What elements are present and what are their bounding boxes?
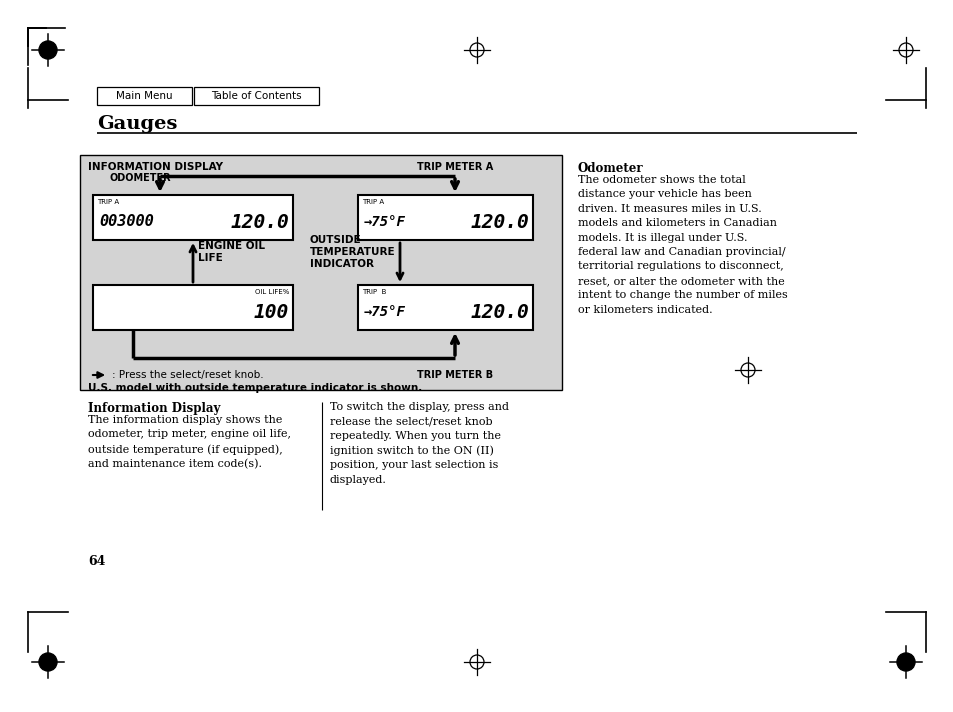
Bar <box>97 87 192 105</box>
Bar <box>193 87 318 105</box>
Text: Table of Contents: Table of Contents <box>211 91 301 101</box>
Bar <box>80 155 561 390</box>
Text: INFORMATION DISPLAY: INFORMATION DISPLAY <box>88 162 223 172</box>
Text: Information Display: Information Display <box>88 402 220 415</box>
Text: The odometer shows the total
distance your vehicle has been
driven. It measures : The odometer shows the total distance yo… <box>578 175 787 315</box>
Circle shape <box>896 653 914 671</box>
Text: TRIP  B: TRIP B <box>361 289 386 295</box>
Text: Gauges: Gauges <box>97 115 177 133</box>
Text: TRIP A: TRIP A <box>361 199 384 205</box>
Text: 120.0: 120.0 <box>470 212 529 231</box>
Text: ENGINE OIL
LIFE: ENGINE OIL LIFE <box>198 241 265 263</box>
Text: 120.0: 120.0 <box>470 303 529 322</box>
Circle shape <box>39 653 57 671</box>
Text: TRIP A: TRIP A <box>97 199 119 205</box>
Text: OIL LIFE%: OIL LIFE% <box>254 289 289 295</box>
Text: 003000: 003000 <box>99 214 153 229</box>
Bar <box>92 285 293 330</box>
Text: 120.0: 120.0 <box>230 212 289 231</box>
Text: The information display shows the
odometer, trip meter, engine oil life,
outside: The information display shows the odomet… <box>88 415 291 469</box>
Text: U.S. model with outside temperature indicator is shown.: U.S. model with outside temperature indi… <box>88 383 422 393</box>
Text: →75°F: →75°F <box>364 215 405 229</box>
Text: 100: 100 <box>253 303 289 322</box>
Text: Main Menu: Main Menu <box>115 91 172 101</box>
Bar <box>357 195 533 240</box>
Text: Odometer: Odometer <box>578 162 643 175</box>
Text: 64: 64 <box>88 555 105 568</box>
Text: To switch the display, press and
release the select/reset knob
repeatedly. When : To switch the display, press and release… <box>330 402 509 485</box>
Circle shape <box>39 41 57 59</box>
Bar <box>357 285 533 330</box>
Text: ODOMETER: ODOMETER <box>110 173 172 183</box>
Text: →75°F: →75°F <box>364 305 405 319</box>
Bar <box>92 195 293 240</box>
Text: : Press the select/reset knob.: : Press the select/reset knob. <box>112 370 263 380</box>
Text: OUTSIDE
TEMPERATURE
INDICATOR: OUTSIDE TEMPERATURE INDICATOR <box>310 234 395 269</box>
Text: TRIP METER B: TRIP METER B <box>416 370 493 380</box>
Text: TRIP METER A: TRIP METER A <box>416 162 493 172</box>
